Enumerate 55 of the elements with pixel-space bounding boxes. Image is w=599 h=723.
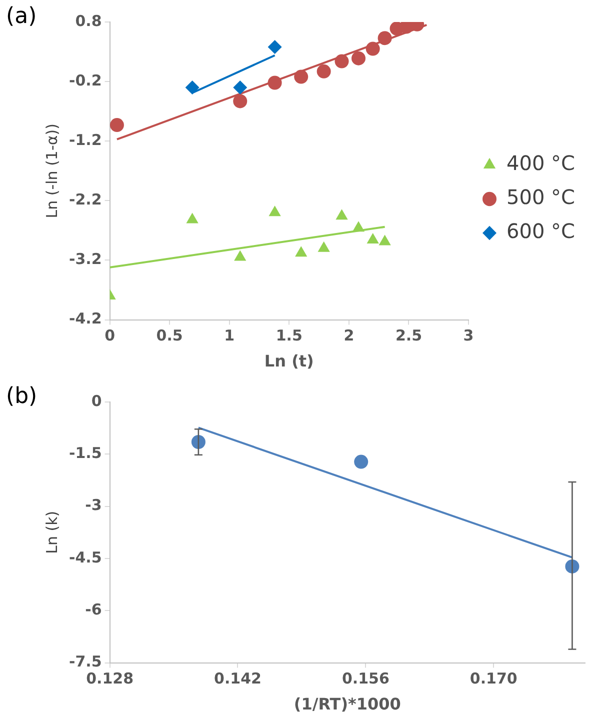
point — [268, 76, 282, 90]
point — [378, 234, 391, 246]
point — [295, 246, 308, 257]
y-tick-label: -1.2 — [68, 131, 102, 150]
chart-title: (a) — [6, 4, 37, 29]
y-tick-label: 0.8 — [75, 12, 102, 30]
point — [233, 80, 248, 95]
y-tick-label: -3 — [85, 496, 102, 514]
point — [191, 434, 206, 449]
point — [318, 241, 330, 252]
chart-title: (b) — [6, 384, 38, 409]
point — [354, 454, 368, 469]
x-tick-label: 0.156 — [342, 670, 390, 688]
y-tick-label: -4.2 — [68, 310, 102, 328]
y-tick-label: -6 — [85, 600, 102, 619]
x-axis-title: (1/RT)*1000 — [294, 694, 401, 714]
y-tick-label: -2.2 — [68, 190, 102, 209]
point — [366, 42, 380, 56]
point — [186, 212, 198, 224]
point — [352, 221, 365, 232]
y-axis-title: Ln (-ln (1-α)) — [42, 124, 61, 218]
point — [110, 118, 124, 132]
point — [268, 206, 281, 216]
point — [366, 232, 379, 244]
legend-label: 500 °C — [506, 185, 576, 210]
x-tick-label: 0.170 — [470, 670, 518, 688]
x-tick-label: 0.128 — [86, 670, 134, 688]
y-tick-label: -3.2 — [68, 250, 102, 268]
x-tick-label: 3 — [463, 326, 474, 345]
point — [234, 250, 246, 261]
x-tick-label: 2.5 — [395, 326, 422, 345]
x-tick-label: 0.142 — [214, 670, 262, 688]
point — [185, 80, 200, 95]
point — [378, 31, 392, 46]
y-axis-title: Ln (k) — [42, 510, 61, 554]
point — [352, 51, 366, 66]
point — [336, 209, 348, 220]
x-tick-label: 0.5 — [156, 326, 183, 345]
point — [294, 70, 308, 84]
y-tick-label: 0 — [91, 392, 102, 410]
y-tick-label: -1.5 — [68, 444, 102, 462]
legend-label: 400 °C — [506, 151, 576, 176]
point — [334, 54, 349, 68]
y-tick-label: -0.2 — [68, 71, 102, 90]
legend-label: 600 °C — [506, 219, 576, 244]
x-tick-label: 1.5 — [276, 326, 302, 345]
y-tick-label: -4.5 — [68, 548, 102, 566]
x-tick-label: 2 — [344, 326, 354, 345]
x-tick-label: 1 — [224, 326, 235, 345]
x-tick-label: 0 — [104, 326, 116, 345]
point — [233, 94, 248, 108]
y-tick-label: -7.5 — [68, 652, 102, 671]
x-axis-title: Ln (t) — [264, 352, 314, 371]
point — [316, 64, 331, 78]
point — [268, 40, 282, 54]
